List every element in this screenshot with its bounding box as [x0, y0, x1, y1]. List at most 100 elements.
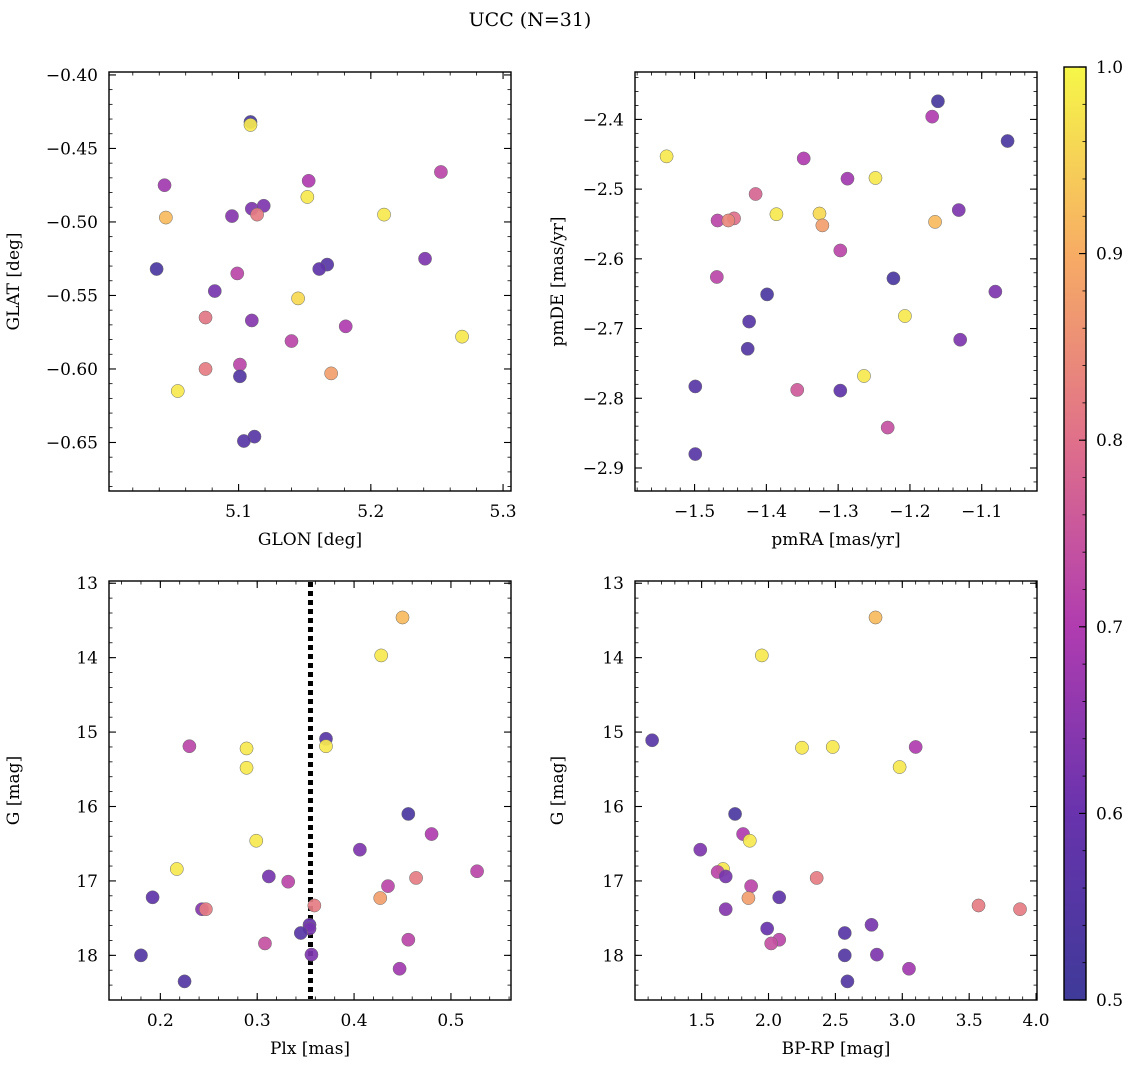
scatter-point	[1000, 134, 1015, 148]
scatter-point	[769, 207, 784, 222]
scatter-point	[149, 262, 164, 276]
scatter-point	[928, 215, 942, 229]
scatter-point	[353, 842, 367, 857]
x-tick-label: 2.0	[755, 1011, 782, 1031]
scatter-point	[892, 760, 907, 774]
scatter-point	[312, 262, 327, 276]
scatter-point	[760, 921, 775, 936]
scatter-point	[324, 366, 339, 381]
scatter-point	[230, 266, 245, 281]
scatter-point	[764, 936, 779, 951]
scatter-point	[898, 309, 912, 323]
scatter-point	[207, 284, 222, 298]
y-tick-label: −0.40	[46, 66, 98, 86]
axes-frame	[634, 71, 1038, 492]
colorbar-tick-label: 0.7	[1096, 618, 1123, 638]
scatter-point	[868, 171, 883, 185]
x-axis-label: pmRA [mas/yr]	[771, 530, 900, 550]
y-tick-label: 17	[76, 872, 98, 892]
scatter-point	[688, 379, 703, 394]
scatter-point	[319, 739, 333, 754]
y-tick-label: −0.65	[46, 433, 98, 453]
x-tick-label: 0.5	[437, 1011, 464, 1031]
scatter-point	[790, 383, 805, 397]
scatter-point	[395, 610, 410, 625]
y-tick-label: 14	[76, 649, 98, 669]
y-axis-label: pmDE [mas/yr]	[548, 216, 568, 346]
scatter-point	[744, 879, 758, 893]
scatter-point	[796, 151, 811, 166]
scatter-point	[300, 190, 315, 204]
y-tick-label: 14	[602, 649, 624, 669]
colorbar-tick-label: 1.0	[1096, 58, 1123, 78]
scatter-point	[374, 648, 389, 663]
x-tick-label: 5.3	[490, 502, 517, 522]
scatter-point	[815, 218, 830, 233]
x-tick-label: −1.1	[961, 502, 1002, 522]
y-tick-label: −2.9	[583, 459, 624, 479]
scatter-point	[373, 891, 388, 905]
scatter-point	[401, 932, 416, 947]
scatter-point	[381, 879, 395, 893]
axes-frame	[634, 580, 1038, 1001]
y-tick-label: 18	[602, 946, 624, 966]
scatter-point	[864, 917, 879, 932]
x-tick-label: 2.5	[822, 1011, 849, 1031]
scatter-point	[795, 740, 809, 755]
scatter-point	[177, 974, 192, 989]
scatter-point	[401, 807, 416, 821]
scatter-point	[239, 741, 254, 756]
scatter-point	[931, 94, 945, 109]
y-tick-label: 13	[602, 574, 624, 594]
scatter-point	[392, 961, 407, 976]
scatter-point	[182, 739, 197, 754]
scatter-point	[693, 842, 708, 857]
scatter-point	[258, 936, 272, 951]
scatter-point	[740, 341, 755, 356]
scatter-point	[971, 898, 986, 913]
axes-frame	[108, 580, 512, 1001]
scatter-point	[293, 926, 308, 940]
colorbar-tick-label: 0.6	[1096, 804, 1123, 824]
panel-1: 5.1 5.2 5.3 −0.40 −0.45 −0.50 −0.55 −0.60 −0.65 G…	[4, 66, 517, 550]
y-tick-label: 13	[76, 574, 98, 594]
scatter-point	[307, 898, 322, 913]
scatter-point	[659, 149, 674, 164]
scatter-point	[237, 434, 251, 448]
scatter-point	[198, 362, 213, 376]
scatter-point	[688, 447, 703, 461]
scatter-point	[833, 243, 848, 258]
scatter-point	[837, 926, 852, 940]
panel-3: 0.2 0.3 0.4 0.5 13 14 15 16 17 18 Plx [mas] G [mag]	[4, 574, 512, 1059]
scatter-point	[233, 357, 247, 372]
colorbar-tick-label: 0.8	[1096, 431, 1123, 451]
y-axis-label: G [mag]	[4, 756, 24, 825]
scatter-point	[249, 833, 264, 848]
colorbar-tick-label: 0.9	[1096, 245, 1123, 265]
y-tick-label: 17	[602, 872, 624, 892]
scatter-point	[953, 332, 968, 347]
scatter-point	[718, 902, 733, 917]
x-axis-label: BP-RP [mag]	[782, 1039, 891, 1059]
scatter-point	[812, 206, 827, 221]
y-tick-label: −0.50	[46, 213, 98, 233]
scatter-point	[748, 187, 763, 201]
x-tick-label: 5.1	[225, 502, 252, 522]
scatter-point	[243, 118, 258, 132]
scatter-point	[225, 209, 239, 223]
scatter-point	[645, 733, 659, 748]
y-tick-label: −2.6	[583, 250, 624, 270]
y-tick-label: −0.55	[46, 286, 98, 306]
scatter-point	[880, 420, 895, 435]
scatter-point	[157, 178, 172, 193]
x-axis-label: Plx [mas]	[270, 1039, 350, 1059]
scatter-point	[281, 874, 296, 889]
x-axis-label: GLON [deg]	[258, 530, 362, 550]
y-tick-label: 16	[602, 798, 624, 818]
y-axis-label: GLAT [deg]	[4, 232, 24, 330]
y-tick-label: −2.4	[583, 110, 624, 130]
x-tick-label: 4.0	[1023, 1011, 1050, 1031]
y-tick-label: −0.60	[46, 360, 98, 380]
y-tick-label: −2.5	[583, 180, 624, 200]
